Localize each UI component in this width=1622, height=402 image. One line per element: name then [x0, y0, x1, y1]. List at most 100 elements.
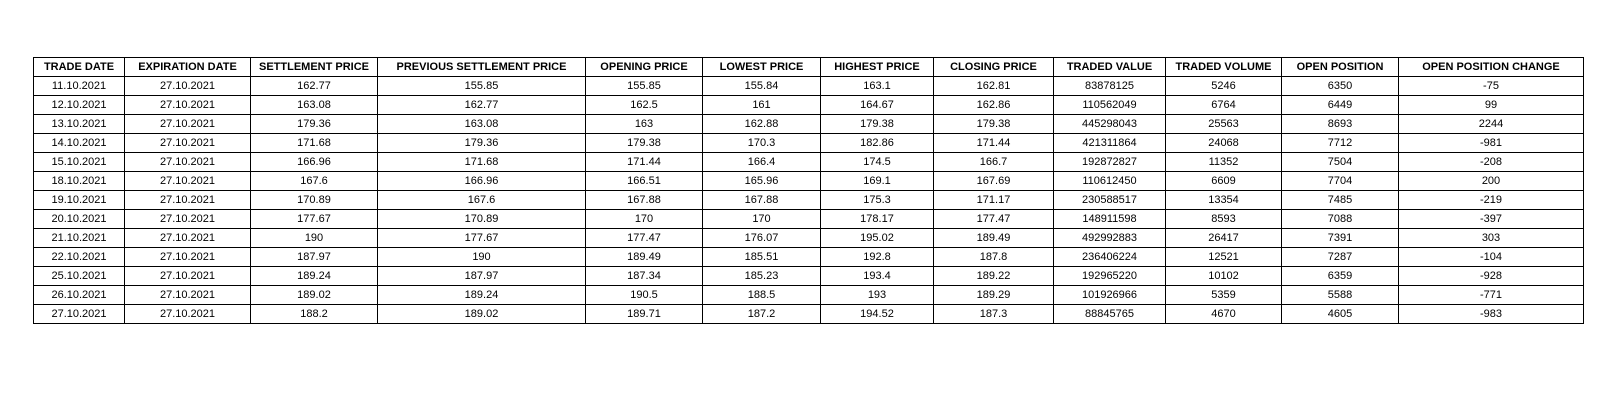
- table-cell: 179.36: [250, 114, 378, 134]
- table-cell: 189.02: [250, 285, 378, 305]
- table-cell: 187.2: [702, 304, 821, 324]
- table-cell: 8593: [1165, 209, 1282, 229]
- table-cell: 187.8: [933, 247, 1054, 267]
- column-header-open-position-change: OPEN POSITION CHANGE: [1398, 57, 1584, 77]
- futures-price-table: TRADE DATE EXPIRATION DATE SETTLEMENT PRIC…: [33, 57, 1584, 324]
- table-cell: 4670: [1165, 304, 1282, 324]
- table-cell: 99: [1398, 95, 1584, 115]
- table-cell: 179.38: [585, 133, 703, 153]
- table-cell: 170.3: [702, 133, 821, 153]
- table-cell: 189.49: [933, 228, 1054, 248]
- table-cell: 175.3: [820, 190, 934, 210]
- table-row: 14.10.2021 27.10.2021 171.68 179.36 179.38 17…: [33, 133, 1584, 153]
- table-cell: 7504: [1281, 152, 1399, 172]
- table-cell: 13.10.2021: [33, 114, 125, 134]
- table-cell: 11352: [1165, 152, 1282, 172]
- table-cell: 162.88: [702, 114, 821, 134]
- table-cell: 187.3: [933, 304, 1054, 324]
- table-cell: 188.5: [702, 285, 821, 305]
- table-cell: 193: [820, 285, 934, 305]
- table-cell: 190: [377, 247, 586, 267]
- column-header-open-position: OPEN POSITION: [1281, 57, 1399, 77]
- column-header-previous-settlement-price: PREVIOUS SETTLEMENT PRICE: [377, 57, 586, 77]
- table-cell: 27.10.2021: [124, 247, 251, 267]
- table-cell: 110562049: [1053, 95, 1166, 115]
- table-cell: 148911598: [1053, 209, 1166, 229]
- table-cell: 162.81: [933, 76, 1054, 96]
- table-cell: 163.08: [377, 114, 586, 134]
- table-cell: 83878125: [1053, 76, 1166, 96]
- table-cell: 445298043: [1053, 114, 1166, 134]
- table-cell: 21.10.2021: [33, 228, 125, 248]
- table-cell: 14.10.2021: [33, 133, 125, 153]
- table-cell: 7485: [1281, 190, 1399, 210]
- table-row: 20.10.2021 27.10.2021 177.67 170.89 170 170 17…: [33, 209, 1584, 229]
- table-cell: 167.6: [377, 190, 586, 210]
- table-cell: 177.47: [933, 209, 1054, 229]
- column-header-traded-value: TRADED VALUE: [1053, 57, 1166, 77]
- table-cell: 6764: [1165, 95, 1282, 115]
- table-cell: 27.10.2021: [124, 228, 251, 248]
- table-cell: 185.23: [702, 266, 821, 286]
- table-cell: 27.10.2021: [124, 266, 251, 286]
- table-cell: 155.85: [377, 76, 586, 96]
- table-cell: 179.38: [933, 114, 1054, 134]
- table-cell: 189.02: [377, 304, 586, 324]
- table-cell: 164.67: [820, 95, 934, 115]
- table-row: 25.10.2021 27.10.2021 189.24 187.97 187.34 18…: [33, 266, 1584, 286]
- table-cell: 6350: [1281, 76, 1399, 96]
- table-cell: 167.6: [250, 171, 378, 191]
- table-cell: 166.96: [377, 171, 586, 191]
- table-cell: 169.1: [820, 171, 934, 191]
- table-row: 12.10.2021 27.10.2021 163.08 162.77 162.5 161…: [33, 95, 1584, 115]
- table-cell: 166.96: [250, 152, 378, 172]
- table-cell: 166.4: [702, 152, 821, 172]
- table-cell: 27.10.2021: [124, 209, 251, 229]
- table-cell: 189.29: [933, 285, 1054, 305]
- table-cell: 13354: [1165, 190, 1282, 210]
- table-cell: 7391: [1281, 228, 1399, 248]
- table-cell: 26.10.2021: [33, 285, 125, 305]
- table-cell: 2244: [1398, 114, 1584, 134]
- table-cell: 18.10.2021: [33, 171, 125, 191]
- futures-price-table-container: TRADE DATE EXPIRATION DATE SETTLEMENT PRIC…: [33, 57, 1584, 324]
- table-cell: 179.36: [377, 133, 586, 153]
- table-cell: 7704: [1281, 171, 1399, 191]
- table-cell: 10102: [1165, 266, 1282, 286]
- table-cell: 162.86: [933, 95, 1054, 115]
- table-cell: 195.02: [820, 228, 934, 248]
- table-cell: 188.2: [250, 304, 378, 324]
- table-body: 11.10.2021 27.10.2021 162.77 155.85 155.85 15…: [33, 76, 1584, 324]
- column-header-highest-price: HIGHEST PRICE: [820, 57, 934, 77]
- table-cell: 178.17: [820, 209, 934, 229]
- table-cell: 421311864: [1053, 133, 1166, 153]
- table-cell: 187.34: [585, 266, 703, 286]
- table-cell: 19.10.2021: [33, 190, 125, 210]
- table-row: 11.10.2021 27.10.2021 162.77 155.85 155.85 15…: [33, 76, 1584, 96]
- table-cell: 167.88: [585, 190, 703, 210]
- table-cell: 192.8: [820, 247, 934, 267]
- table-cell: 192872827: [1053, 152, 1166, 172]
- table-cell: 24068: [1165, 133, 1282, 153]
- table-cell: 163.1: [820, 76, 934, 96]
- header-row: TRADE DATE EXPIRATION DATE SETTLEMENT PRIC…: [33, 57, 1584, 77]
- table-cell: -75: [1398, 76, 1584, 96]
- table-cell: 11.10.2021: [33, 76, 125, 96]
- table-cell: 189.22: [933, 266, 1054, 286]
- column-header-opening-price: OPENING PRICE: [585, 57, 703, 77]
- table-cell: -208: [1398, 152, 1584, 172]
- table-cell: 27.10.2021: [124, 190, 251, 210]
- table-cell: 155.84: [702, 76, 821, 96]
- table-cell: 22.10.2021: [33, 247, 125, 267]
- table-cell: 189.24: [250, 266, 378, 286]
- table-row: 18.10.2021 27.10.2021 167.6 166.96 166.51 165…: [33, 171, 1584, 191]
- table-cell: 492992883: [1053, 228, 1166, 248]
- table-cell: 7712: [1281, 133, 1399, 153]
- table-cell: 170.89: [250, 190, 378, 210]
- table-cell: 5246: [1165, 76, 1282, 96]
- table-cell: 15.10.2021: [33, 152, 125, 172]
- table-cell: 200: [1398, 171, 1584, 191]
- table-cell: 5588: [1281, 285, 1399, 305]
- table-row: 13.10.2021 27.10.2021 179.36 163.08 163 162.8…: [33, 114, 1584, 134]
- table-cell: 162.5: [585, 95, 703, 115]
